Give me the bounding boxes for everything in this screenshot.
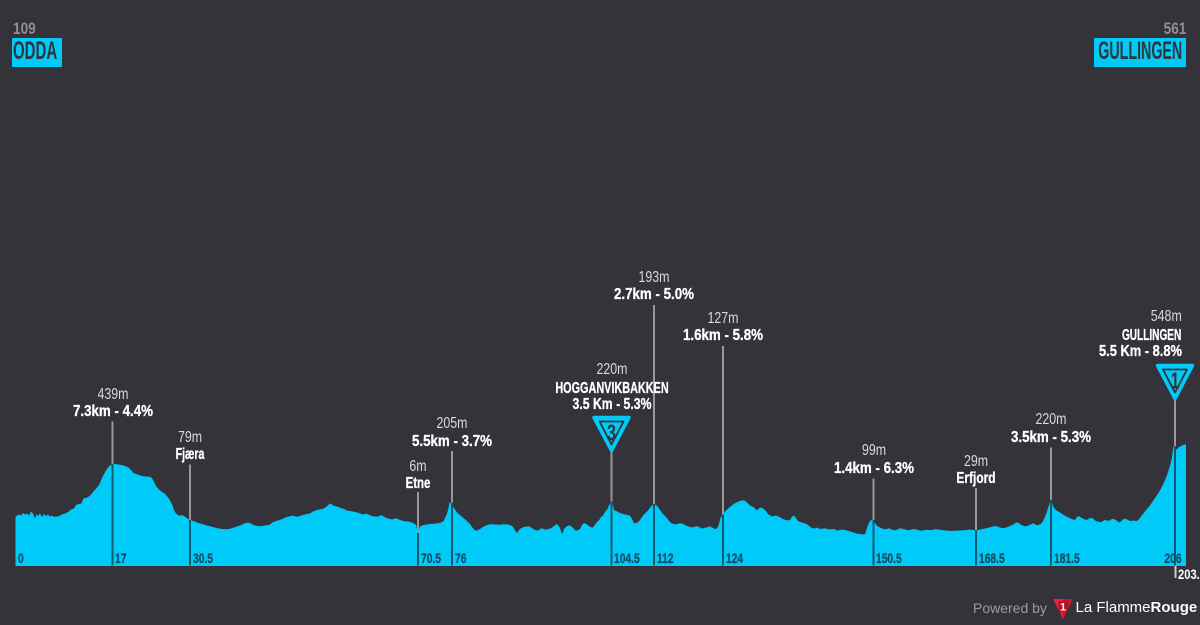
svg-text:1: 1 [1060,602,1066,614]
svg-text:3: 3 [607,421,616,446]
svg-text:1: 1 [1171,369,1180,394]
